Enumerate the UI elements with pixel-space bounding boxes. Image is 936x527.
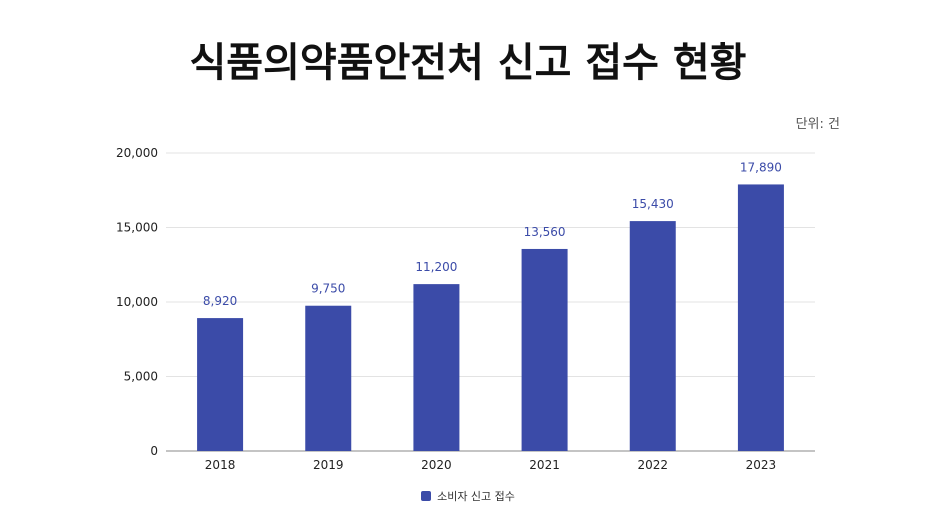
bar	[521, 248, 568, 451]
bar	[305, 305, 352, 451]
bar	[413, 284, 460, 451]
legend-swatch	[421, 491, 432, 501]
x-tick-label: 2018	[205, 458, 236, 472]
bar-value-label: 8,920	[203, 294, 237, 308]
x-tick-label: 2023	[746, 458, 777, 472]
bar	[737, 184, 784, 451]
y-tick-label: 0	[150, 444, 158, 458]
bar	[197, 318, 244, 451]
bar-value-label: 9,750	[311, 282, 345, 296]
y-tick-label: 15,000	[116, 221, 158, 235]
chart-title: 식품의약품안전처 신고 접수 현황	[189, 40, 747, 86]
bar-value-label: 11,200	[415, 260, 457, 274]
x-tick-label: 2019	[313, 458, 344, 472]
y-tick-label: 5,000	[124, 370, 158, 384]
legend-label: 소비자 신고 접수	[437, 490, 515, 503]
bar	[629, 221, 676, 451]
y-tick-label: 20,000	[116, 146, 158, 160]
x-tick-label: 2020	[421, 458, 452, 472]
legend: 소비자 신고 접수	[0, 488, 936, 504]
unit-label: 단위: 건	[795, 117, 840, 132]
y-tick-label: 10,000	[116, 295, 158, 309]
bar-value-label: 17,890	[740, 160, 782, 174]
bar-value-label: 13,560	[524, 225, 566, 239]
x-tick-label: 2021	[529, 458, 560, 472]
bar-value-label: 15,430	[632, 197, 674, 211]
x-tick-label: 2022	[637, 458, 668, 472]
